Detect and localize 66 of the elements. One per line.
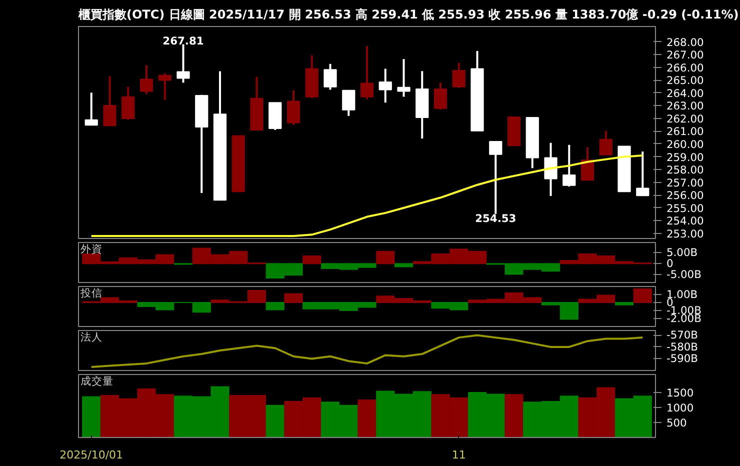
bar (302, 256, 322, 264)
candlestick (434, 82, 448, 111)
y-tick-label: 255.00 (666, 202, 704, 215)
bar (504, 394, 524, 438)
y-tick-label: 262.00 (666, 112, 704, 126)
y-tick-label: -5.00B (666, 268, 702, 282)
candlestick (286, 89, 300, 126)
y-tick-label: 0 (666, 257, 674, 270)
y-tick-label: 5.00B (666, 246, 698, 259)
chart-title: 投信 (79, 286, 102, 300)
y-tick-label: 1000 (666, 402, 694, 414)
y-tick-label: -570B (666, 328, 698, 342)
candlestick (562, 144, 576, 188)
y-tick-label: 258.00 (666, 164, 704, 177)
y-tick-label: 256.00 (666, 189, 704, 202)
y-tick-label: 268.00 (666, 36, 704, 49)
candlestick (360, 45, 374, 100)
candlestick (378, 68, 392, 104)
candlestick (140, 64, 154, 96)
chart-title: 櫃買指數(OTC) 日線圖 2025/11/17 開 256.53 高 259.41 低 255.93 收 255.96 量 1383.70億 -0.29 (-0.11%) (78, 8, 739, 22)
y-tick-label: 500 (666, 416, 688, 430)
chart-title: 成交量 (80, 374, 114, 388)
candlestick (452, 62, 466, 89)
bar (358, 400, 376, 438)
candlestick (176, 43, 190, 84)
y-tick-label: 254.00 (666, 214, 704, 228)
candlestick (636, 150, 650, 197)
x-tick-label: 11 (452, 448, 466, 462)
bar (614, 302, 634, 306)
y-tick-label: 1500 (666, 386, 694, 400)
annotation: 267.81 (162, 34, 204, 48)
bar (82, 396, 101, 438)
x-tick-label: 2025/10/01 (60, 448, 124, 462)
candlestick (544, 142, 558, 197)
bar (633, 288, 652, 303)
y-tick-label: 259.00 (666, 150, 704, 164)
y-tick-label: 267.00 (666, 48, 704, 62)
candlestick (599, 130, 612, 156)
y-tick-label: -590B (666, 352, 698, 366)
candlestick (342, 89, 356, 117)
annotation: 254.53 (475, 212, 516, 225)
candlestick (158, 72, 172, 101)
candlestick (103, 75, 116, 128)
bar (394, 263, 414, 268)
y-tick-label: 263.00 (666, 100, 704, 113)
y-tick-label: 260.00 (666, 138, 704, 151)
y-tick-label: 253.00 (666, 227, 704, 240)
chart-title: 法人 (80, 330, 102, 344)
y-tick-label: 265.00 (666, 74, 704, 88)
y-tick-label: 257.00 (666, 176, 704, 190)
candlestick (397, 58, 410, 98)
candlestick (489, 140, 502, 215)
candlestick (122, 86, 135, 121)
candlestick (84, 92, 98, 126)
bar (284, 293, 303, 303)
bar (266, 404, 284, 438)
candlestick (324, 62, 337, 91)
line-series (90, 154, 644, 237)
chart-title: 外資 (80, 242, 102, 256)
bar (376, 250, 395, 264)
y-tick-label: 261.00 (666, 125, 704, 138)
y-tick-label: 266.00 (666, 61, 704, 74)
line-series (90, 334, 644, 368)
bar (266, 302, 284, 310)
y-tick-label: -580B (666, 340, 698, 354)
y-tick-label: 264.00 (666, 86, 704, 100)
